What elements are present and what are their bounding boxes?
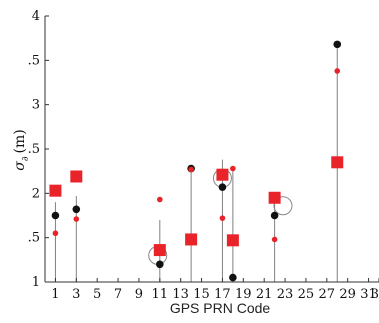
x-tick-label: 7	[114, 287, 122, 302]
x-tick-label: 21	[256, 287, 273, 302]
x-tick-label: 5	[93, 287, 101, 302]
x-tick-label: 3	[72, 287, 80, 302]
black-dot-point	[51, 211, 60, 220]
red-dot-point	[52, 230, 59, 237]
axes	[44, 15, 379, 283]
x-tick-label: 31	[360, 287, 377, 302]
x-tick-label: 11	[152, 287, 169, 302]
y-minor-tick-label: .5	[28, 231, 40, 246]
red-square-point	[185, 233, 198, 246]
black-dot-point	[156, 260, 164, 269]
x-tick-label: 15	[193, 287, 210, 302]
y-axis-symbol: σ	[12, 161, 28, 171]
y-axis-unit: (m)	[12, 129, 28, 153]
black-dot-point	[333, 40, 342, 49]
red-square-point	[70, 170, 83, 183]
red-square-series	[49, 156, 344, 257]
red-square-point	[226, 234, 239, 247]
y-tick-label: 2	[32, 186, 40, 201]
x-tick-label: 1	[51, 287, 59, 302]
x-tick-label: 19	[235, 287, 252, 302]
tick-labels: 135791113151719212325272931321234.5.5.5	[28, 9, 379, 302]
y-axis-title: σ∂ (m)	[12, 129, 31, 170]
red-dot-point	[334, 68, 341, 74]
y-tick-label: 4	[32, 9, 40, 24]
red-square-point	[153, 244, 166, 257]
black-dot-point	[229, 273, 237, 282]
x-tick-label: 32	[371, 287, 379, 302]
red-dot-point	[73, 216, 80, 222]
x-axis-title: GPS PRN Code	[170, 300, 271, 316]
y-minor-tick-label: .5	[28, 53, 40, 68]
red-dot-point	[219, 215, 226, 221]
red-dot-point	[157, 196, 163, 203]
x-tick-label: 25	[298, 287, 315, 302]
y-minor-tick-label: .5	[28, 142, 40, 157]
highlight-circle	[273, 196, 293, 216]
x-tick-label: 17	[214, 287, 231, 302]
black-dot-series	[51, 40, 342, 282]
red-dot-point	[271, 236, 278, 243]
y-tick-label: 3	[32, 98, 40, 113]
stems	[54, 44, 338, 282]
y-axis-subscript: ∂	[21, 156, 31, 161]
red-dot-series	[52, 68, 341, 243]
x-tick-label: 9	[135, 287, 143, 302]
red-dot-point	[230, 165, 236, 172]
x-tick-label: 27	[319, 287, 336, 302]
x-tick-label: 13	[172, 287, 189, 302]
x-tick-label: 23	[277, 287, 294, 302]
black-dot-point	[72, 205, 81, 214]
red-square-point	[216, 168, 229, 181]
y-tick-label: 1	[32, 275, 40, 290]
black-dot-point	[270, 211, 279, 220]
red-square-point	[49, 184, 62, 197]
x-tick-label: 29	[339, 287, 356, 302]
red-square-point	[331, 156, 344, 169]
red-dot-point	[188, 166, 194, 173]
red-square-point	[268, 191, 281, 204]
black-dot-point	[218, 183, 227, 191]
